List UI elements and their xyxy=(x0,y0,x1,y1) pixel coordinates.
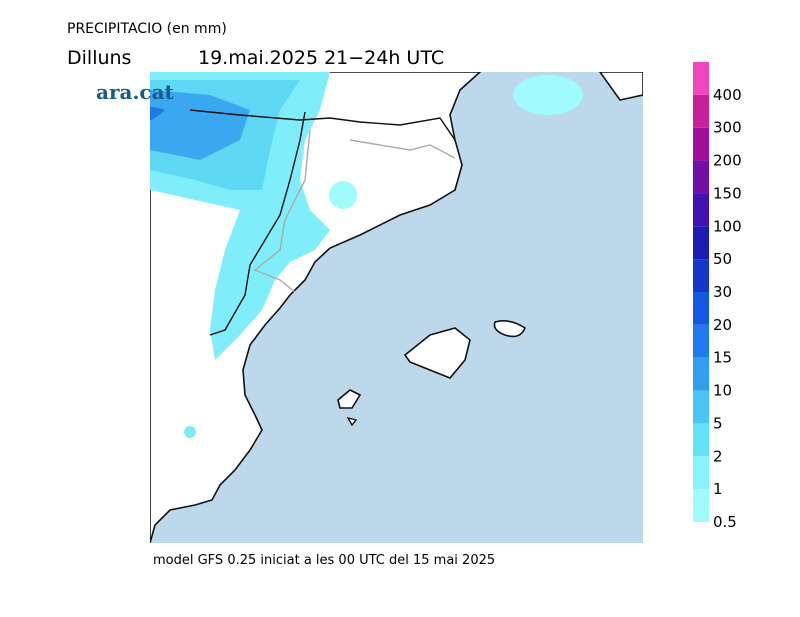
menorca xyxy=(493,320,526,338)
legend-swatch xyxy=(693,160,709,194)
legend-label: 0.5 xyxy=(713,513,737,531)
day: Dilluns xyxy=(67,47,131,69)
precip-max xyxy=(150,106,165,121)
legend-swatch xyxy=(693,324,709,358)
legend-swatch xyxy=(693,226,709,260)
legend-swatch xyxy=(693,193,709,227)
legend-swatch xyxy=(693,390,709,424)
legend-swatch xyxy=(693,357,709,391)
legend-swatch xyxy=(693,259,709,292)
legend-swatch xyxy=(693,127,709,161)
precip-core xyxy=(150,90,250,160)
border xyxy=(209,111,306,336)
legend-label: 30 xyxy=(713,283,732,301)
legend-label: 1 xyxy=(713,480,723,498)
legend-swatch xyxy=(693,62,709,95)
land-east xyxy=(599,72,643,101)
legend: 0.5 1 2 5 10 15 20 30 50 100 150 200 300 400 xyxy=(693,62,742,531)
footer: model GFS 0.25 iniciat a les 00 UTC del … xyxy=(153,553,495,568)
eivissa xyxy=(337,389,362,409)
legend-label: 400 xyxy=(713,86,742,104)
logo: ara.cat xyxy=(96,80,175,104)
legend-label: 15 xyxy=(713,349,732,367)
legend-swatch xyxy=(693,292,709,325)
legend-swatch xyxy=(693,94,709,128)
legend-label: 10 xyxy=(713,382,732,400)
legend-label: 300 xyxy=(713,119,742,137)
legend-swatch xyxy=(693,489,709,522)
title: PRECIPITACIO (en mm) xyxy=(67,21,227,37)
formentera xyxy=(346,416,358,427)
precip-sea xyxy=(513,75,583,115)
precip-spot xyxy=(184,426,196,438)
legend-label: 200 xyxy=(713,152,742,170)
border xyxy=(189,109,456,141)
mallorca xyxy=(403,327,471,379)
legend-swatch xyxy=(693,456,709,490)
legend-label: 150 xyxy=(713,184,742,202)
legend-label: 2 xyxy=(713,447,723,465)
legend-label: 20 xyxy=(713,316,732,334)
region-line xyxy=(253,129,456,293)
legend-label: 5 xyxy=(713,414,723,432)
period: 19.mai.2025 21−24h UTC xyxy=(198,47,444,69)
map: ara.cat xyxy=(96,72,643,543)
legend-label: 50 xyxy=(713,250,732,268)
precip-spot xyxy=(329,181,357,209)
legend-swatch xyxy=(693,423,709,457)
legend-label: 100 xyxy=(713,217,742,235)
